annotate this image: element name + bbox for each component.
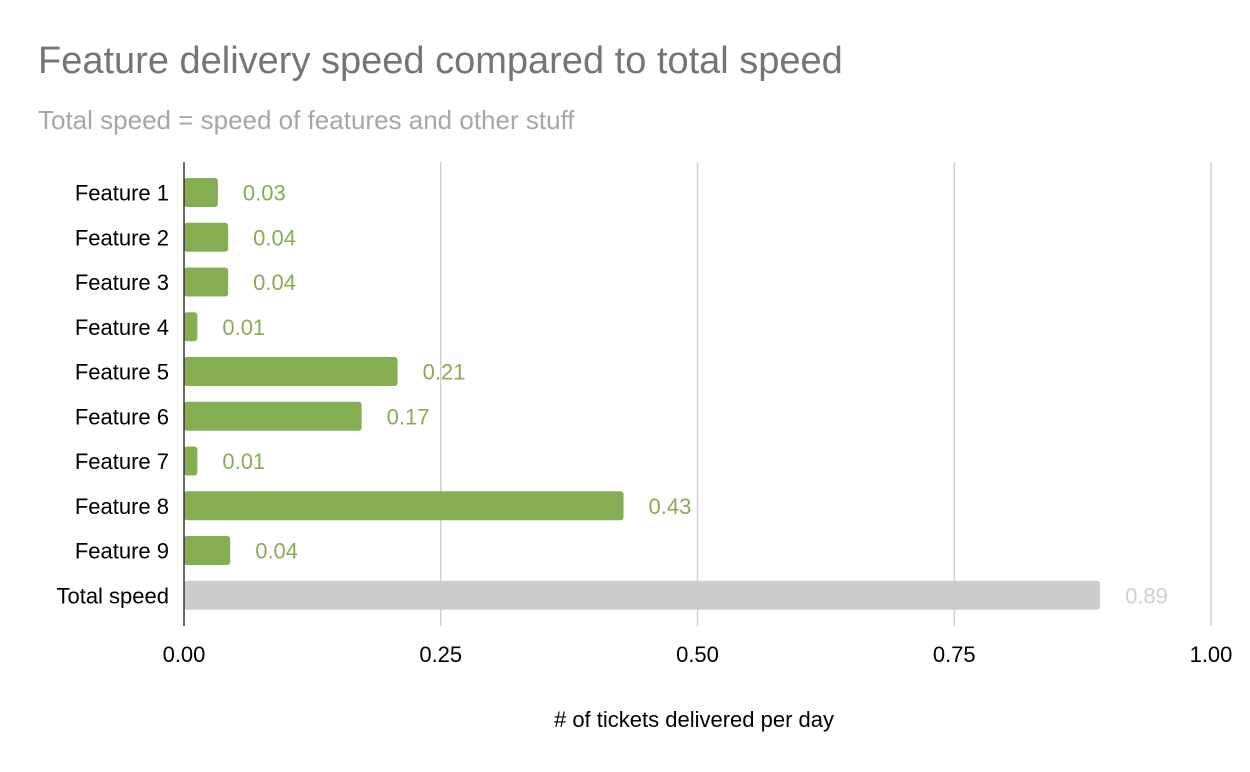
chart-title: Feature delivery speed compared to total…: [38, 40, 843, 82]
category-label: Total speed: [56, 583, 169, 608]
category-label: Feature 3: [75, 270, 169, 295]
bar-total-speed: [184, 580, 1101, 610]
x-tick-label: 0.50: [676, 642, 719, 667]
bar-feature-9: [184, 536, 231, 565]
chart-subtitle: Total speed = speed of features and othe…: [38, 105, 575, 135]
category-label: Feature 4: [75, 315, 169, 340]
bar-feature-4: [184, 312, 198, 342]
x-tick-label: 0.25: [419, 642, 462, 667]
category-label: Feature 1: [75, 181, 169, 206]
labels: 0.00 0.25 0.50 0.75 1.00 Feature 1 0.03 Feature…: [56, 181, 1232, 668]
category-label: Feature 7: [75, 449, 169, 474]
category-label: Feature 5: [75, 360, 169, 385]
data-label: 0.01: [222, 449, 265, 474]
bar-feature-7: [184, 446, 198, 476]
data-label: 0.43: [649, 494, 692, 519]
category-label: Feature 8: [75, 494, 169, 519]
data-label: 0.01: [222, 315, 265, 340]
x-tick-label: 1.00: [1190, 642, 1233, 667]
bar-feature-1: [184, 178, 218, 207]
data-label: 0.04: [255, 539, 298, 564]
grid-lines: [440, 162, 1212, 626]
x-tick-label: 0.75: [933, 642, 976, 667]
bar-feature-2: [184, 222, 229, 252]
bar-feature-8: [184, 491, 624, 521]
data-label: 0.03: [243, 181, 286, 206]
data-label: 0.04: [253, 225, 296, 250]
data-label: 0.17: [387, 404, 430, 429]
x-tick-label: 0.00: [163, 642, 206, 667]
bars: [184, 178, 1101, 610]
data-label: 0.89: [1125, 583, 1168, 608]
x-axis-title: # of tickets delivered per day: [554, 707, 834, 732]
bar-feature-6: [184, 401, 362, 431]
data-label: 0.21: [423, 360, 466, 385]
category-label: Feature 2: [75, 225, 169, 250]
category-label: Feature 6: [75, 404, 169, 429]
category-label: Feature 9: [75, 539, 169, 564]
data-label: 0.04: [253, 270, 296, 295]
bar-feature-3: [184, 267, 229, 297]
bar-feature-5: [184, 357, 398, 386]
